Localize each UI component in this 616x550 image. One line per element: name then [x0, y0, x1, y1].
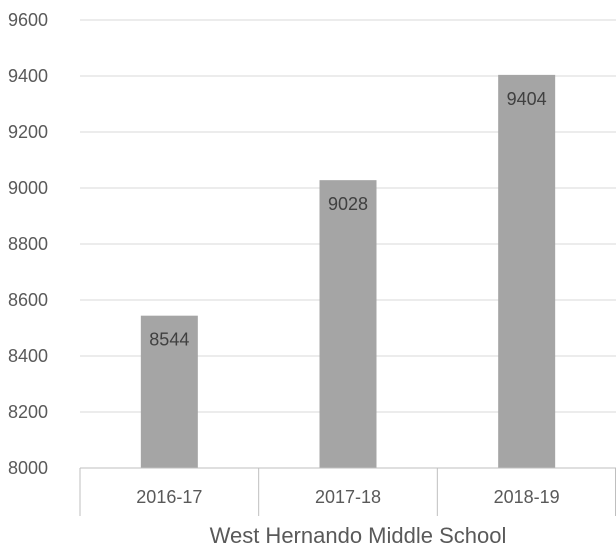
- bar-data-label: 9404: [507, 89, 547, 109]
- bar-data-label: 9028: [328, 194, 368, 214]
- bar: [140, 315, 198, 468]
- x-tick-label: 2016-17: [136, 487, 202, 507]
- y-tick-label: 8200: [8, 402, 48, 422]
- y-tick-label: 9400: [8, 66, 48, 86]
- labels: 8000 8200 8400 8600 8800 9000 9200 9400 9600 8544…: [8, 10, 560, 507]
- y-tick-label: 9600: [8, 10, 48, 30]
- bars: [140, 74, 556, 468]
- x-tick-label: 2018-19: [494, 487, 560, 507]
- bar: [319, 180, 377, 468]
- y-tick-label: 8000: [8, 458, 48, 478]
- bar: [498, 74, 556, 468]
- bar-data-label: 8544: [149, 330, 189, 350]
- y-tick-label: 8800: [8, 234, 48, 254]
- axes: [79, 467, 616, 516]
- y-tick-label: 9200: [8, 122, 48, 142]
- x-tick-label: 2017-18: [315, 487, 381, 507]
- y-tick-label: 9000: [8, 178, 48, 198]
- y-tick-label: 8400: [8, 346, 48, 366]
- y-tick-label: 8600: [8, 290, 48, 310]
- x-axis-title: West Hernando Middle School: [210, 523, 507, 548]
